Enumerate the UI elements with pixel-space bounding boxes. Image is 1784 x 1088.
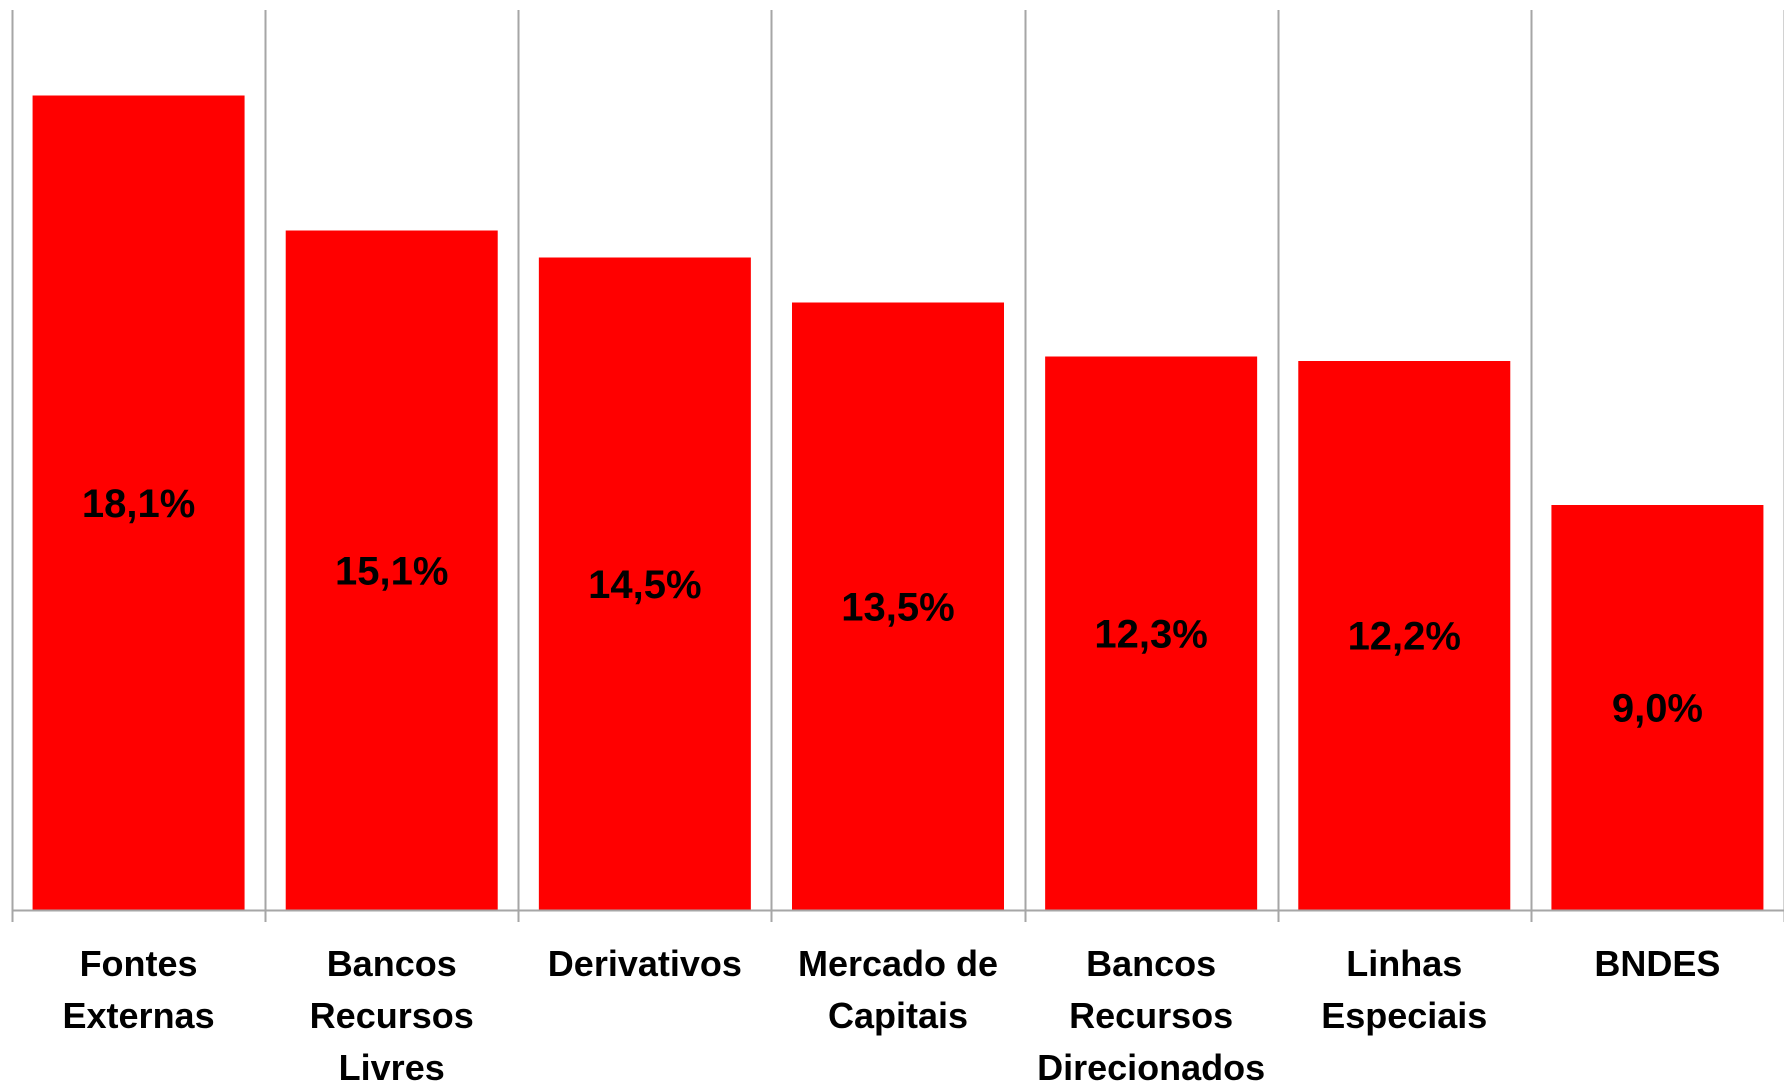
category-label-line: Recursos bbox=[1069, 995, 1233, 1036]
category-label-line: Recursos bbox=[310, 995, 474, 1036]
category-label-line: BNDES bbox=[1594, 943, 1720, 984]
category-label-line: Bancos bbox=[327, 943, 457, 984]
category-label: Derivativos bbox=[548, 943, 742, 984]
category-label: Bancos Recursos Livres bbox=[310, 943, 474, 1088]
category-label: BNDES bbox=[1594, 943, 1720, 984]
data-label: 15,1% bbox=[335, 549, 448, 593]
data-label: 12,3% bbox=[1094, 612, 1207, 656]
data-label: 14,5% bbox=[588, 563, 701, 607]
bars-group bbox=[32, 95, 1764, 910]
category-label-line: Linhas bbox=[1346, 943, 1462, 984]
category-label-line: Mercado de bbox=[798, 943, 998, 984]
category-label-line: Externas bbox=[63, 995, 215, 1036]
bar bbox=[285, 230, 498, 910]
grid-lines bbox=[11, 10, 1784, 922]
bar bbox=[1045, 356, 1258, 910]
category-label: Mercado de Capitais bbox=[798, 943, 998, 1036]
data-label: 12,2% bbox=[1348, 615, 1461, 659]
data-label: 9,0% bbox=[1612, 687, 1703, 731]
category-label: Bancos Recursos Direcionados bbox=[1037, 943, 1265, 1088]
bar bbox=[1551, 505, 1764, 910]
bar bbox=[538, 257, 751, 910]
category-label: Fontes Externas bbox=[63, 943, 215, 1036]
bar bbox=[792, 302, 1004, 910]
category-label-line: Derivativos bbox=[548, 943, 742, 984]
category-label-line: Bancos bbox=[1086, 943, 1216, 984]
category-label-line: Fontes bbox=[80, 943, 198, 984]
category-label: Linhas Especiais bbox=[1321, 943, 1487, 1036]
category-label-line: Direcionados bbox=[1037, 1047, 1265, 1088]
data-labels: 18,1% 15,1% 14,5% 13,5% 12,3% 12,2% 9,0% bbox=[82, 482, 1703, 731]
bar bbox=[1298, 361, 1511, 910]
data-label: 13,5% bbox=[841, 585, 954, 629]
bar bbox=[32, 95, 245, 910]
category-labels: Fontes Externas Bancos Recursos Livres Deriva… bbox=[63, 943, 1721, 1088]
category-label-line: Livres bbox=[339, 1047, 445, 1088]
category-label-line: Capitais bbox=[828, 995, 968, 1036]
data-label: 18,1% bbox=[82, 482, 195, 526]
category-label-line: Especiais bbox=[1321, 995, 1487, 1036]
